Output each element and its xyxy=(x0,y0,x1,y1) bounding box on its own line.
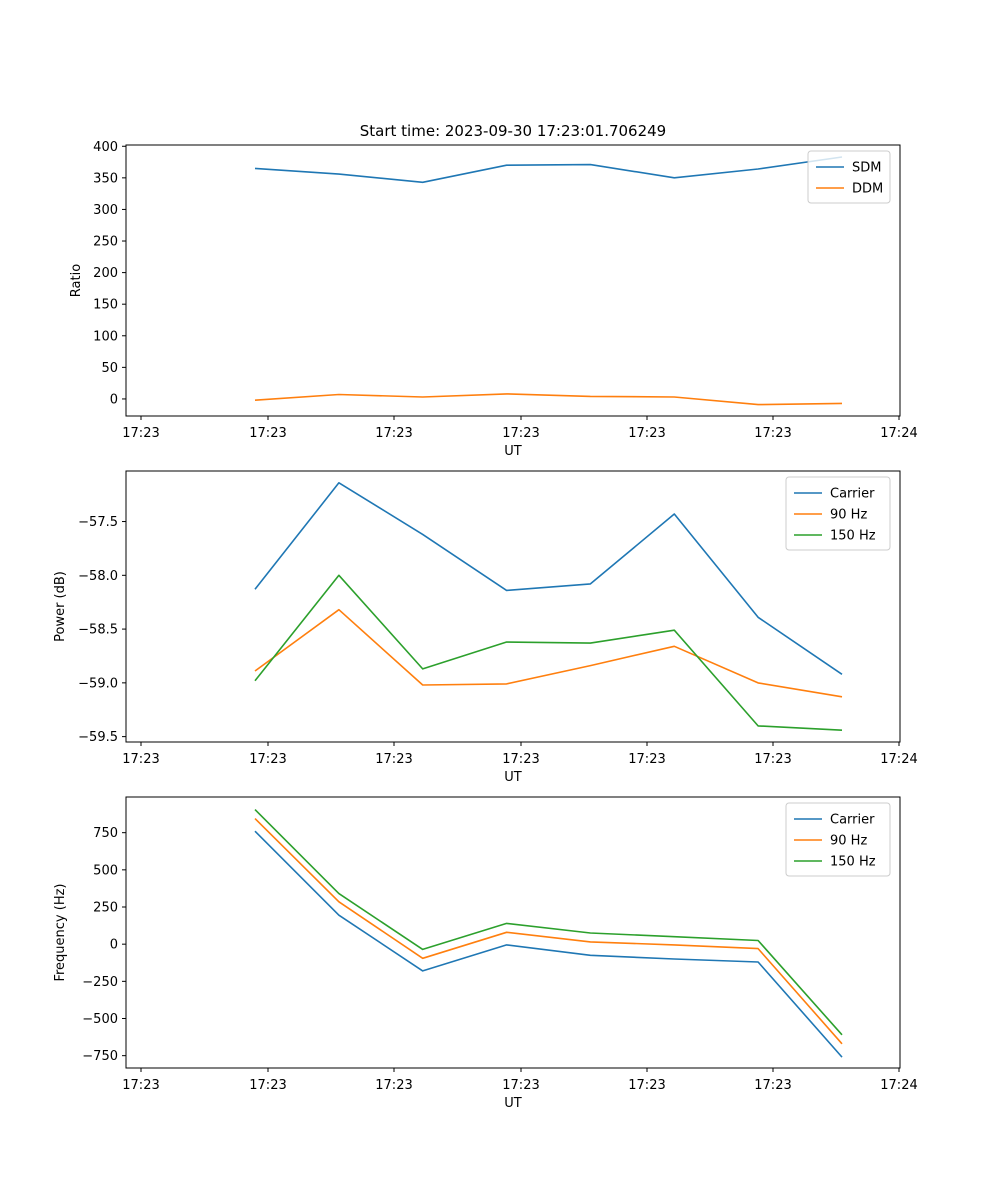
chart-1-series-line-150-hz xyxy=(254,574,843,731)
chart-0-series-line-sdm xyxy=(254,156,843,184)
chart-0-xlabel: UT xyxy=(504,444,522,459)
chart-0-ylabel: Ratio xyxy=(69,264,84,297)
chart-0-ytick-label: 100 xyxy=(93,329,118,344)
chart-1-xtick-label: 17:23 xyxy=(375,752,412,767)
chart-0-legend-label: DDM xyxy=(852,182,883,197)
chart-0-xtick-label: 17:23 xyxy=(375,426,412,441)
chart-1-xtick-label: 17:24 xyxy=(880,752,917,767)
chart-1-ytick-label: −59.5 xyxy=(78,730,118,745)
chart-1-ylabel: Power (dB) xyxy=(53,571,68,642)
power-panel: −57.5 −58.0 −58.5 −59.0 −59.5 17:23 17:23 17:23… xyxy=(53,470,918,785)
chart-1-series-line-carrier xyxy=(254,481,843,675)
chart-0-legend-box xyxy=(807,150,891,204)
chart-2-axes-frame xyxy=(125,796,901,1069)
chart-2-ytick-label: −750 xyxy=(82,1049,118,1064)
chart-2-ytick-label: −250 xyxy=(82,975,118,990)
chart-0-ytick-label: 200 xyxy=(93,266,118,281)
chart-2-ytick-label: 250 xyxy=(93,901,118,916)
chart-2-legend-box xyxy=(785,802,891,877)
chart-0-ytick-label: 50 xyxy=(101,361,118,376)
chart-2-legend: Carrier 90 Hz 150 Hz xyxy=(785,802,891,877)
chart-2-ytick-label: 0 xyxy=(110,938,118,953)
chart-0-xtick-label: 17:23 xyxy=(754,426,791,441)
chart-2-ytick-label: 500 xyxy=(93,863,118,878)
frequency-panel: 750 500 250 0 −250 −500 −750 17:23 17:23 17:23 17:… xyxy=(53,796,918,1111)
chart-2-ytick-label: 750 xyxy=(93,826,118,841)
chart-1-legend-box xyxy=(785,476,891,551)
chart-0-xtick-label: 17:23 xyxy=(502,426,539,441)
chart-2-series-line-90-hz xyxy=(254,818,843,1045)
chart-0-axes-frame xyxy=(125,144,901,417)
chart-0-ytick-label: 0 xyxy=(110,392,118,407)
chart-2-xtick-label: 17:23 xyxy=(754,1078,791,1093)
figure-title: Start time: 2023-09-30 17:23:01.706249 xyxy=(360,122,666,140)
chart-1-legend: Carrier 90 Hz 150 Hz xyxy=(785,476,891,551)
chart-0-ytick-label: 250 xyxy=(93,235,118,250)
chart-1-ytick-label: −58.0 xyxy=(78,569,118,584)
chart-1-ytick-label: −58.5 xyxy=(78,623,118,638)
chart-1-xtick-label: 17:23 xyxy=(122,752,159,767)
chart-0-legend-label: SDM xyxy=(852,161,881,176)
chart-2-xtick-label: 17:24 xyxy=(880,1078,917,1093)
chart-2-xtick-label: 17:23 xyxy=(122,1078,159,1093)
chart-2-xtick-label: 17:23 xyxy=(375,1078,412,1093)
chart-0-ytick-label: 150 xyxy=(93,298,118,313)
chart-0-xtick-label: 17:23 xyxy=(628,426,665,441)
chart-1-series-line-90-hz xyxy=(254,608,843,698)
chart-1-xtick-label: 17:23 xyxy=(502,752,539,767)
chart-2-series-line-150-hz xyxy=(254,809,843,1036)
chart-1-legend-label: 90 Hz xyxy=(830,508,867,523)
chart-0-ytick-label: 400 xyxy=(93,140,118,155)
chart-1-legend-label: Carrier xyxy=(830,487,875,502)
chart-1-xtick-label: 17:23 xyxy=(249,752,286,767)
chart-1-legend-label: 150 Hz xyxy=(830,529,876,544)
chart-2-ylabel: Frequency (Hz) xyxy=(53,883,68,981)
chart-1-ytick-label: −57.5 xyxy=(78,515,118,530)
chart-2-legend-label: 90 Hz xyxy=(830,834,867,849)
chart-2-xtick-label: 17:23 xyxy=(249,1078,286,1093)
chart-0-xtick-label: 17:23 xyxy=(249,426,286,441)
chart-0-ytick-label: 300 xyxy=(93,203,118,218)
chart-2-xlabel: UT xyxy=(504,1096,522,1111)
chart-1-ytick-label: −59.0 xyxy=(78,676,118,691)
chart-1-xlabel: UT xyxy=(504,770,522,785)
chart-2-series-line-carrier xyxy=(254,830,843,1058)
chart-2-legend-label: Carrier xyxy=(830,813,875,828)
chart-2-xtick-label: 17:23 xyxy=(502,1078,539,1093)
chart-1-xtick-label: 17:23 xyxy=(754,752,791,767)
chart-0-xtick-label: 17:23 xyxy=(122,426,159,441)
chart-0-ytick-label: 350 xyxy=(93,171,118,186)
chart-0-xtick-label: 17:24 xyxy=(880,426,917,441)
chart-2-xtick-label: 17:23 xyxy=(628,1078,665,1093)
chart-2-legend-label: 150 Hz xyxy=(830,855,876,870)
chart-2-ytick-label: −500 xyxy=(82,1012,118,1027)
chart-1-axes-frame xyxy=(125,470,901,743)
chart-0-series-line-ddm xyxy=(254,393,843,406)
chart-1-xtick-label: 17:23 xyxy=(628,752,665,767)
chart-0-legend: SDM DDM xyxy=(807,150,891,204)
ratio-panel: 0 50 100 150 200 250 300 350 400 17:23 17:23 17:23 1… xyxy=(69,140,918,459)
